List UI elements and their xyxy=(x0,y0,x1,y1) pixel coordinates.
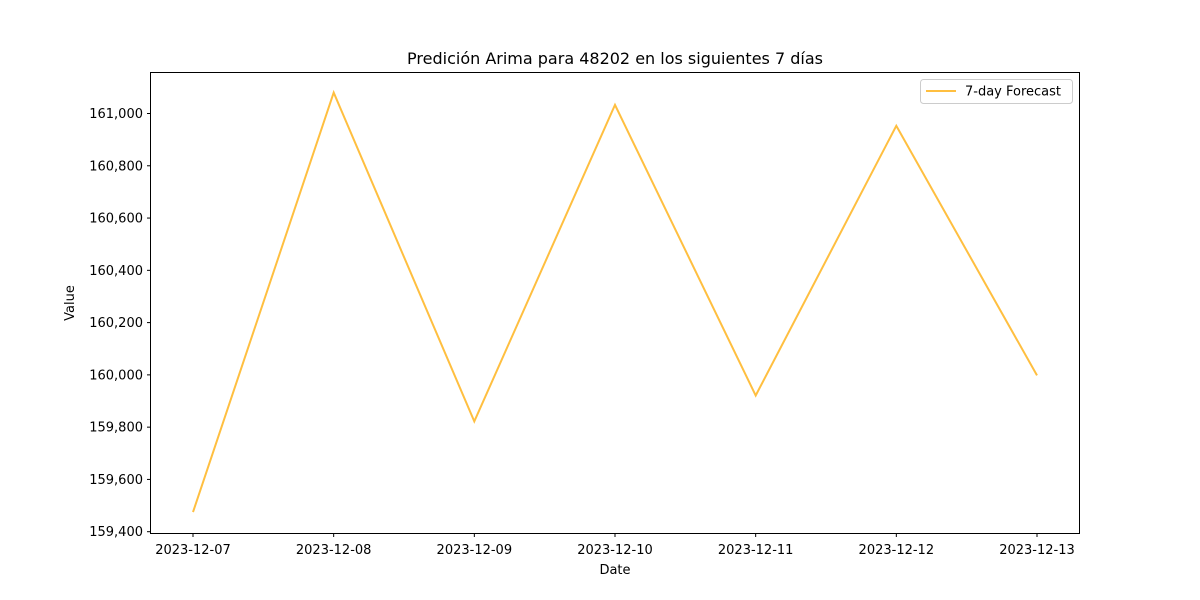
x-tick-label: 2023-12-10 xyxy=(577,543,653,558)
x-tick-label: 2023-12-12 xyxy=(859,543,935,558)
legend-label-7-day-forecast: 7-day Forecast xyxy=(965,85,1061,100)
series-layer xyxy=(192,89,1038,513)
legend-box xyxy=(920,79,1073,104)
y-tick-label: 160,000 xyxy=(89,368,143,383)
y-tick-label: 161,000 xyxy=(89,107,143,122)
x-axis-ticks: 2023-12-07 2023-12-08 2023-12-09 2023-12-10… xyxy=(155,533,1075,558)
y-tick-label: 159,400 xyxy=(89,525,143,540)
x-tick-label: 2023-12-13 xyxy=(999,543,1075,558)
x-tick-label: 2023-12-08 xyxy=(296,543,372,558)
chart-title: Predición Arima para 48202 en los siguie… xyxy=(407,49,823,68)
y-tick-label: 160,600 xyxy=(89,212,143,227)
y-axis-label: Value xyxy=(63,285,78,321)
y-tick-label: 160,800 xyxy=(89,159,143,174)
y-tick-label: 160,400 xyxy=(89,264,143,279)
x-tick-label: 2023-12-07 xyxy=(155,543,231,558)
y-tick-label: 159,600 xyxy=(89,473,143,488)
x-axis-label: Date xyxy=(599,563,630,578)
series-line-7-day-forecast xyxy=(192,89,1038,513)
legend: 7-day Forecast xyxy=(920,79,1073,104)
y-axis-ticks: 159,400 159,600 159,800 160,000 160,200 160,4… xyxy=(89,107,151,540)
x-tick-label: 2023-12-11 xyxy=(718,543,794,558)
y-tick-label: 160,200 xyxy=(89,316,143,331)
y-tick-label: 159,800 xyxy=(89,421,143,436)
x-tick-label: 2023-12-09 xyxy=(437,543,513,558)
plot-area-frame xyxy=(150,72,1080,534)
